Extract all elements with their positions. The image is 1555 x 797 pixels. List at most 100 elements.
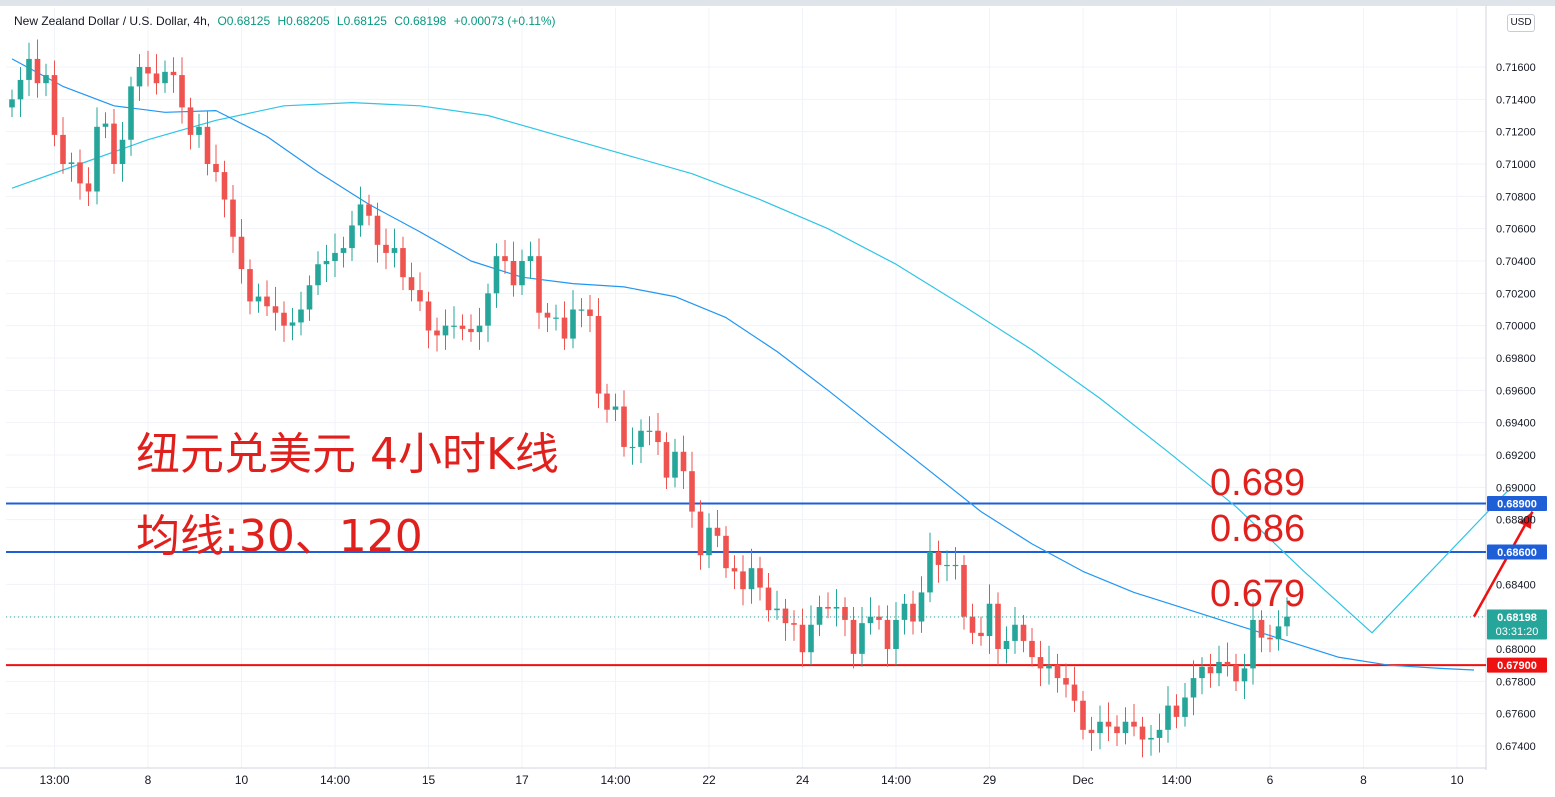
candle-body	[774, 608, 780, 611]
price-tick-label: 0.69200	[1496, 450, 1536, 462]
tag-0679-bg	[1487, 657, 1547, 673]
candle-body	[374, 215, 381, 245]
candle-body	[842, 606, 848, 620]
candle-body	[1233, 665, 1239, 682]
time-tick-label: 15	[422, 773, 436, 787]
candle-body	[136, 67, 143, 87]
candle-body	[485, 293, 491, 326]
candle-body	[706, 527, 712, 556]
time-tick-label: 17	[515, 773, 529, 787]
currency-badge[interactable]: USD	[1507, 14, 1535, 32]
candle-body	[1122, 721, 1129, 734]
price-tick-label: 0.71000	[1496, 159, 1536, 171]
candle-body	[1216, 661, 1222, 674]
candle-body	[298, 309, 304, 323]
candle-body	[952, 564, 959, 567]
candle-body	[391, 248, 398, 253]
candle-body	[51, 75, 58, 135]
candle-body	[417, 290, 423, 302]
candle-body	[680, 451, 687, 472]
price-tick-label: 0.67600	[1496, 709, 1536, 721]
candle-body	[765, 587, 772, 611]
candle-body	[1139, 726, 1146, 740]
candle-body	[1165, 705, 1171, 730]
candle-body	[1114, 726, 1120, 734]
price-tick-label: 0.68000	[1496, 644, 1536, 656]
candle-body	[1173, 705, 1180, 717]
candle-body	[9, 99, 15, 108]
candle-body	[1190, 678, 1197, 698]
time-tick-label: 14:00	[1161, 773, 1191, 787]
time-axis[interactable]: 13:00 8 10 14:00 15 17 14:00 22 24 14:00 29 Dec 14:0…	[39, 773, 1464, 787]
candle-body	[646, 430, 653, 432]
price-tags: 0.68900 0.68600 0.68198 03:31:20 0.67900	[1487, 496, 1547, 673]
candle-body	[1250, 619, 1256, 669]
candle-body	[1080, 700, 1086, 730]
candle-body	[1088, 729, 1095, 734]
price-tick-label: 0.68800	[1496, 515, 1536, 527]
tag-0686-bg	[1487, 544, 1547, 560]
candle-body	[1199, 666, 1205, 679]
candle-body	[978, 632, 984, 637]
candle-body	[876, 616, 882, 620]
candle-body	[221, 172, 228, 200]
candle-body	[816, 606, 823, 625]
candle-body	[502, 256, 508, 261]
candle-body	[570, 309, 576, 339]
candle-body	[510, 261, 517, 286]
candle-body	[927, 552, 933, 593]
candle-body	[68, 162, 75, 164]
horizontal-levels[interactable]	[6, 502, 1486, 667]
price-tick-label: 0.69400	[1496, 418, 1536, 430]
candle-body	[782, 608, 789, 624]
candle-body	[459, 325, 466, 329]
candle-body	[1156, 729, 1163, 738]
candle-body	[901, 603, 908, 620]
candle-body	[357, 204, 364, 226]
candle-body	[621, 406, 627, 447]
candle-body	[859, 623, 865, 654]
annotation-level-0686: 0.686	[1210, 508, 1306, 550]
time-tick-label: 13:00	[39, 773, 69, 787]
time-tick-label: 14:00	[320, 773, 350, 787]
candle-body	[145, 67, 151, 74]
time-tick-label: 10	[235, 773, 249, 787]
arrow-shaft[interactable]	[1472, 511, 1534, 618]
candle-body	[349, 225, 355, 249]
candle-body	[893, 619, 899, 649]
candle-body	[255, 296, 262, 302]
candle-body	[315, 264, 321, 286]
time-tick-label: 14:00	[881, 773, 911, 787]
candle-body	[672, 451, 678, 478]
chart-background	[0, 6, 1555, 797]
candle-body	[493, 256, 500, 294]
annotation-ma-label: 均线:30、120	[136, 511, 423, 562]
candle-body	[34, 58, 41, 84]
candle-body	[264, 296, 270, 307]
candle-body	[400, 248, 406, 278]
trend-arrow[interactable]	[1472, 511, 1534, 618]
candle-body	[748, 568, 755, 590]
price-tick-label: 0.69000	[1496, 482, 1536, 494]
candle-body	[1037, 657, 1044, 669]
candle-body	[1063, 678, 1069, 685]
candle-body	[43, 75, 49, 84]
arrow-head[interactable]	[1518, 511, 1533, 530]
candle-body	[629, 446, 636, 449]
candle-body	[162, 71, 168, 84]
candle-body	[425, 301, 432, 331]
ma30-path	[11, 58, 1475, 671]
candle-body	[408, 277, 415, 291]
candle-body	[1258, 619, 1265, 638]
price-tick-label: 0.71400	[1496, 94, 1536, 106]
price-tick-label: 0.71600	[1496, 62, 1536, 74]
ma120-line	[11, 102, 1509, 634]
candle-body	[850, 619, 857, 654]
candle-body	[986, 603, 993, 637]
low-value: L0.68125	[336, 14, 387, 28]
tag-0689-text: 0.68900	[1497, 499, 1537, 511]
symbol-title[interactable]: New Zealand Dollar / U.S. Dollar, 4h,	[14, 14, 211, 28]
price-tick-label: 0.70400	[1496, 256, 1536, 268]
candle-body	[604, 393, 610, 410]
